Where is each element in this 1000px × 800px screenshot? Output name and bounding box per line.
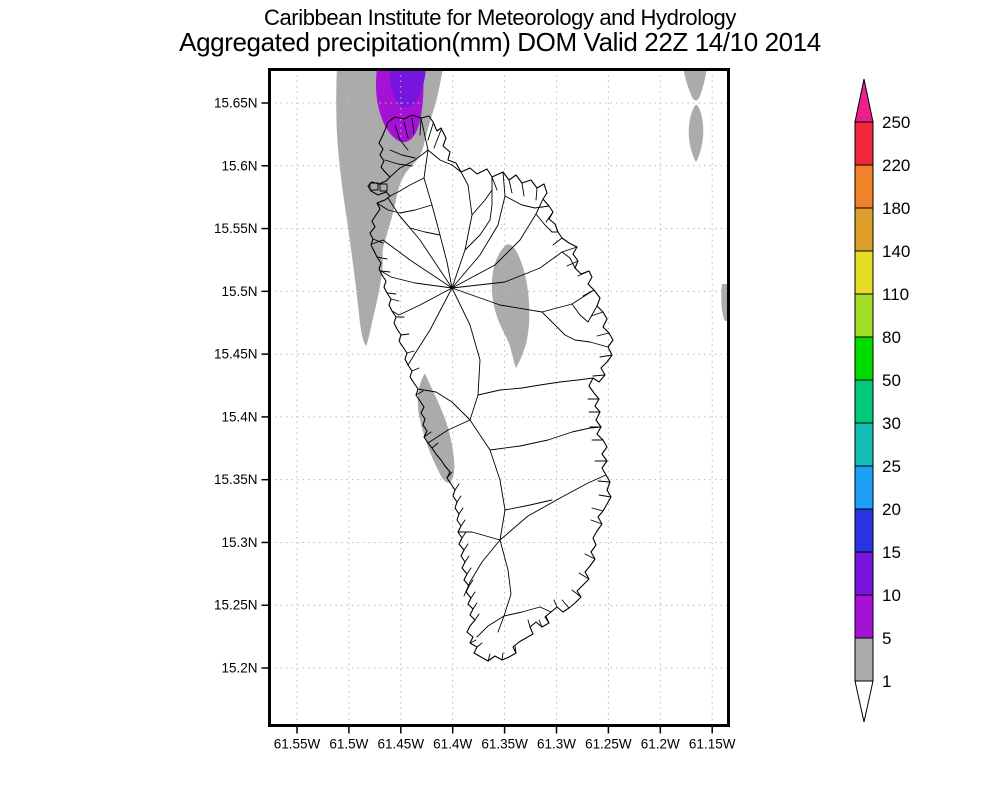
page-title-line-1: Caribbean Institute for Meteorology and … bbox=[263, 5, 736, 30]
y-axis-label: 15.5N bbox=[221, 284, 257, 299]
colorbar-segment bbox=[854, 207, 874, 252]
y-axis-label: 15.4N bbox=[221, 409, 257, 424]
colorbar-label: 50 bbox=[882, 371, 901, 390]
shading-offshore-northwest-band bbox=[336, 68, 443, 346]
shading-west-coast-cell bbox=[417, 374, 455, 483]
colorbar-segment bbox=[854, 551, 874, 596]
colorbar-arrow-top bbox=[854, 78, 874, 123]
colorbar-arrow-bottom bbox=[854, 680, 874, 723]
page-title-line-2: Aggregated precipitation(mm) DOM Valid 2… bbox=[179, 27, 821, 57]
colorbar-label: 220 bbox=[882, 156, 910, 175]
colorbar-label: 25 bbox=[882, 457, 901, 476]
colorbar-segment bbox=[854, 293, 874, 338]
shading-central-island-cell bbox=[491, 244, 530, 368]
colorbar-segment bbox=[854, 250, 874, 295]
latlon-grid-layer bbox=[269, 69, 729, 726]
colorbar-label: 15 bbox=[882, 543, 901, 562]
colorbar-label: 10 bbox=[882, 586, 901, 605]
y-axis-label: 15.2N bbox=[221, 661, 257, 676]
colorbar-layer: 250 220 180 140 110 80 50 30 25 20 15 10 5 1 bbox=[854, 78, 910, 723]
colorbar-label: 30 bbox=[882, 414, 901, 433]
shading-north-plume-core bbox=[389, 68, 426, 108]
watershed-boundaries-north-detail bbox=[369, 117, 609, 348]
colorbar-segment bbox=[854, 336, 874, 381]
colorbar-label: 250 bbox=[882, 113, 910, 132]
shading-east-edge-sliver bbox=[721, 284, 727, 321]
x-axis-label: 61.2W bbox=[641, 737, 680, 752]
colorbar-label: 5 bbox=[882, 629, 891, 648]
x-axis-label: 61.45W bbox=[378, 737, 425, 752]
map-frame bbox=[268, 68, 730, 727]
colorbar-segment bbox=[854, 594, 874, 639]
x-axis-label: 61.25W bbox=[585, 737, 632, 752]
colorbar-label: 180 bbox=[882, 199, 910, 218]
dominica-coastline bbox=[367, 114, 614, 662]
colorbar-label: 80 bbox=[882, 328, 901, 347]
watershed-boundaries-south bbox=[417, 377, 607, 638]
x-axis-label: 61.5W bbox=[329, 737, 368, 752]
colorbar-segment bbox=[854, 465, 874, 510]
y-axis-label: 15.3N bbox=[221, 535, 257, 550]
colorbar-label: 140 bbox=[882, 242, 910, 261]
x-axis-label: 61.55W bbox=[274, 737, 321, 752]
y-axis-label: 15.55N bbox=[214, 221, 258, 236]
watershed-coastal-feathering-west bbox=[372, 238, 558, 662]
geography-layer bbox=[367, 114, 614, 662]
colorbar-label: 1 bbox=[882, 672, 891, 691]
colorbar-segment bbox=[854, 422, 874, 467]
colorbar-segment bbox=[854, 164, 874, 209]
x-axis-label: 61.3W bbox=[537, 737, 576, 752]
colorbar-segment bbox=[854, 379, 874, 424]
colorbar-label: 20 bbox=[882, 500, 901, 519]
y-axis-label: 15.35N bbox=[214, 472, 258, 487]
precipitation-shading-layer bbox=[336, 68, 727, 483]
x-axis-label: 61.35W bbox=[481, 737, 528, 752]
colorbar-segment bbox=[854, 121, 874, 166]
colorbar-segment bbox=[854, 508, 874, 553]
x-axis-label: 61.15W bbox=[689, 737, 736, 752]
y-axis-label: 15.45N bbox=[214, 347, 258, 362]
watershed-coastal-feathering-east bbox=[491, 176, 613, 609]
x-axis-label: 61.4W bbox=[433, 737, 472, 752]
colorbar-label: 110 bbox=[882, 285, 909, 304]
colorbar-segment bbox=[854, 637, 874, 682]
axis-layer: 61.55W 61.5W 61.45W 61.4W 61.35W 61.3W 61.25W 6… bbox=[214, 96, 736, 752]
shading-northeast-top-lobe bbox=[683, 68, 707, 101]
shading-northeast-lower-lobe bbox=[688, 104, 704, 162]
y-axis-label: 15.6N bbox=[221, 158, 257, 173]
y-axis-label: 15.65N bbox=[214, 96, 258, 111]
y-axis-label: 15.25N bbox=[214, 598, 258, 613]
